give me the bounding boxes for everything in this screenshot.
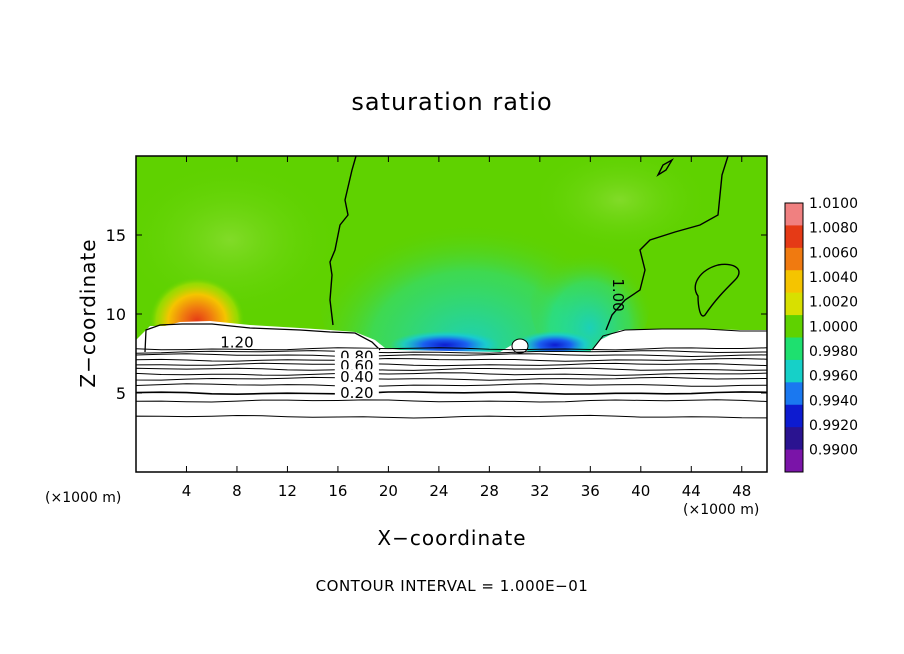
colorbar-label: 1.0020	[809, 295, 858, 311]
colorbar-swatch	[785, 203, 803, 226]
colorbar-label: 1.0080	[809, 221, 858, 237]
x-tick-label: 36	[581, 482, 600, 500]
colorbar-label: 0.9960	[809, 369, 858, 385]
y-tick-label: 5	[116, 384, 126, 403]
contour-label: 0.40	[340, 368, 373, 386]
colorbar-label: 1.0040	[809, 270, 858, 286]
colorbar-swatch	[785, 449, 803, 473]
contour-line	[136, 357, 767, 362]
colorbar-label: 0.9940	[809, 393, 858, 409]
contour-label-bg	[334, 369, 379, 384]
contour-line	[136, 391, 767, 396]
contour-line	[136, 399, 767, 403]
colorbar-swatch	[785, 382, 803, 406]
colorbar-label: 1.0060	[809, 245, 858, 261]
colorbar-frame	[784, 202, 804, 473]
x-tick-label: 40	[631, 482, 650, 500]
x-tick-label: 12	[278, 482, 297, 500]
x-tick-label: 48	[732, 482, 751, 500]
contour-line	[136, 350, 767, 354]
chart-title: saturation ratio	[351, 88, 553, 116]
cloud-outline	[144, 323, 381, 353]
colorbar-label: 0.9980	[809, 344, 858, 360]
colorbar-label: 0.9900	[809, 443, 858, 459]
y-axis-unit: (×1000 m)	[45, 490, 122, 506]
contour-label-bg	[334, 358, 379, 373]
x-tick-label: 4	[182, 482, 192, 500]
cloud-bubble	[511, 338, 529, 354]
contour-label-bg	[334, 385, 379, 399]
x-axis-unit: (×1000 m)	[683, 502, 760, 518]
contour-interval-note: CONTOUR INTERVAL = 1.000E−01	[315, 577, 589, 595]
colorbar-swatch	[785, 404, 803, 428]
colorbar-swatch	[785, 270, 803, 294]
colorbar-label: 1.0000	[809, 319, 858, 335]
x-tick-label: 24	[429, 482, 448, 500]
contour-line	[136, 414, 767, 419]
contour-line	[136, 383, 767, 388]
contour-line	[136, 367, 767, 371]
x-tick-label: 16	[328, 482, 347, 500]
y-axis: 5 10 15	[106, 226, 767, 403]
contour-line	[136, 353, 767, 358]
colorbar-swatch	[785, 427, 803, 451]
x-axis-label: X−coordinate	[377, 526, 527, 550]
x-tick-label: 44	[682, 482, 701, 500]
contour-lines	[136, 347, 767, 419]
cloud-region	[136, 321, 767, 472]
colorbar-label: 0.9920	[809, 418, 858, 434]
contour-label: 0.20	[340, 384, 373, 402]
contour-line-1.00	[605, 156, 729, 331]
contour-line	[136, 362, 767, 367]
x-tick-label: 28	[480, 482, 499, 500]
colorbar-swatch	[785, 247, 803, 271]
contour-label: 1.20	[220, 333, 253, 351]
colorbar-swatch	[785, 225, 803, 249]
colorbar: 1.0100 1.0080 1.0060 1.0040 1.0020 1.0000 0.99…	[784, 196, 858, 473]
contour-line	[136, 347, 767, 351]
contour-line-1.00	[694, 263, 740, 317]
contour-line-1.00	[329, 156, 357, 326]
cloud-outline	[591, 328, 767, 351]
y-tick-label: 10	[106, 305, 126, 324]
contour-line-1.00	[656, 158, 674, 177]
contour-line	[136, 376, 767, 381]
x-tick-label: 32	[530, 482, 549, 500]
colorbar-swatch	[785, 315, 803, 338]
contour-label-bg	[214, 334, 259, 349]
colorbar-swatch	[785, 292, 803, 316]
colorbar-label: 1.0100	[809, 196, 858, 212]
x-tick-label: 8	[232, 482, 242, 500]
contour-line	[136, 372, 767, 376]
contour-label: 1.00	[609, 278, 627, 311]
colorbar-swatch	[785, 359, 803, 383]
y-tick-label: 15	[106, 226, 126, 245]
colorbar-swatch	[785, 337, 803, 361]
x-tick-label: 20	[379, 482, 398, 500]
contour-labels: 1.200.800.600.400.201.00	[214, 278, 627, 402]
x-axis: 4 8 12 16 20 24 28 32 36 40 44 48	[182, 156, 751, 500]
